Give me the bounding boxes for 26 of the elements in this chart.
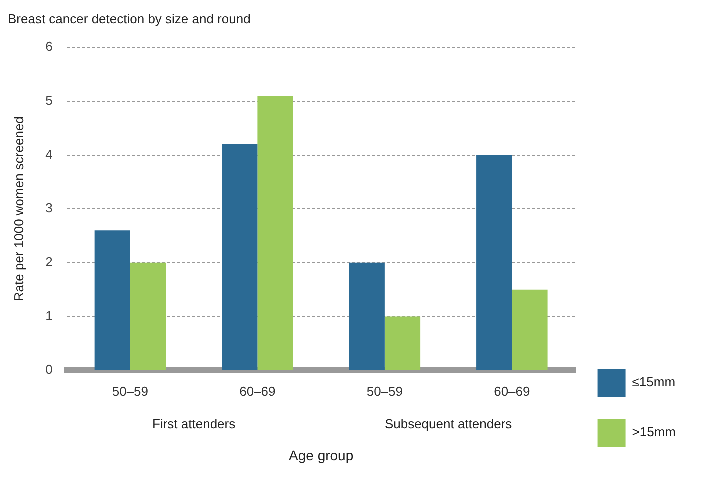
bar	[222, 144, 258, 370]
y-tick-label: 6	[46, 39, 53, 54]
text: Subsequent attenders	[384, 416, 513, 432]
legend-label: >15mm	[632, 424, 676, 440]
bar	[476, 155, 512, 370]
y-axis-title: Rate per 1000 women screened	[11, 116, 26, 302]
x-axis-title: Age group	[289, 447, 354, 464]
y-tick-label: 4	[46, 146, 53, 162]
x-tick-label: 60–69	[240, 384, 276, 399]
y-tick-label: 5	[46, 93, 53, 108]
y-tick-label: 0	[46, 362, 53, 378]
bar	[130, 262, 166, 370]
x-tick-label: 50–59	[112, 384, 149, 399]
bar	[349, 262, 385, 370]
bar	[94, 230, 130, 370]
x-tick-label: 60–69	[494, 384, 530, 399]
text: First attenders	[152, 416, 236, 432]
bar	[258, 96, 294, 370]
y-tick-label: 1	[46, 308, 53, 324]
y-tick-label: 2	[46, 254, 53, 270]
x-tick-label: 50–59	[366, 384, 404, 399]
legend-label: ≤15mm	[632, 374, 676, 390]
bar	[512, 290, 548, 370]
chart-title: Breast cancer detection by size and round	[8, 11, 251, 26]
bar	[384, 316, 421, 370]
y-tick-label: 3	[46, 200, 53, 216]
